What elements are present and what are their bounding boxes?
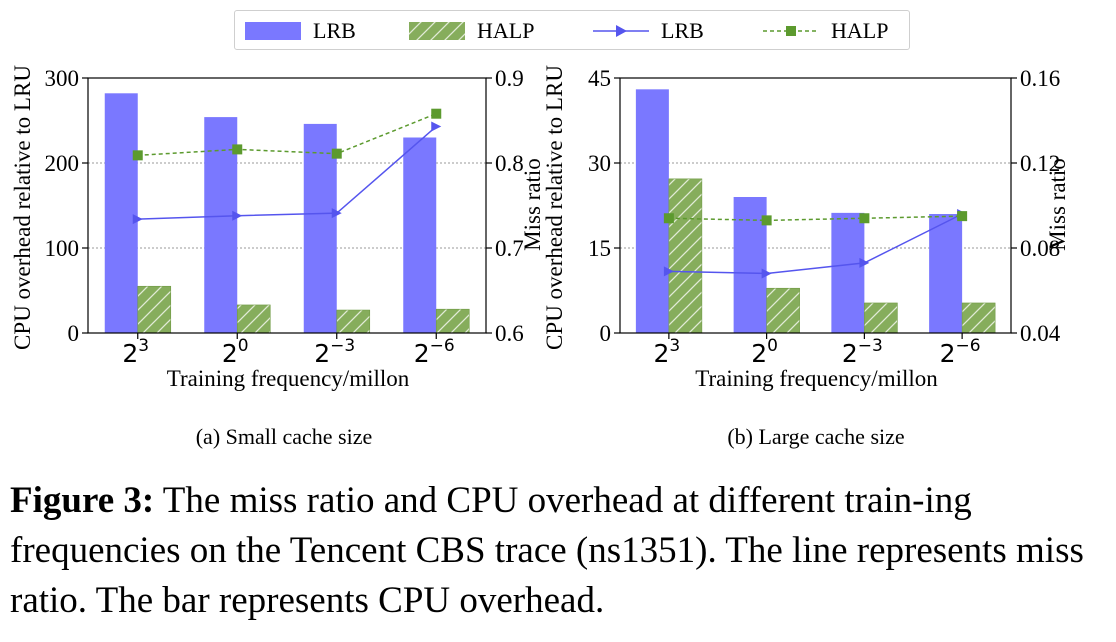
- legend: LRB HALP LRB HALP: [234, 10, 910, 50]
- marker-halp: [663, 213, 674, 224]
- y2-axis-label: Miss ratio: [1045, 158, 1070, 251]
- bar-halp: [864, 302, 898, 334]
- x-axis-label: Training frequency/millon: [695, 366, 938, 391]
- ytick-label: 300: [45, 66, 80, 91]
- xtick-label: 20: [751, 336, 778, 368]
- legend-swatch-halp-bar: [409, 22, 465, 40]
- ytick-label: 45: [588, 66, 611, 91]
- figure-caption-label: Figure 3:: [10, 480, 155, 521]
- xtick-label: 20: [222, 336, 249, 368]
- figure-caption: Figure 3: The miss ratio and CPU overhea…: [10, 476, 1110, 626]
- bar-halp: [435, 308, 470, 334]
- plot-frame: [87, 77, 487, 334]
- marker-lrb: [761, 268, 772, 279]
- y2tick-label: 0.04: [1020, 321, 1061, 346]
- legend-label: HALP: [831, 18, 889, 43]
- y2tick-label: 0.12: [1020, 151, 1060, 176]
- subcaption-a: (a) Small cache size: [195, 424, 373, 449]
- figure-caption-text: The miss ratio and CPU overhead at diffe…: [10, 480, 1084, 621]
- marker-halp: [859, 213, 870, 224]
- y-axis-label: CPU overhead relative to LRU: [10, 65, 35, 350]
- bar-lrb: [104, 93, 138, 333]
- marker-halp: [132, 150, 143, 161]
- xtick-label: 2−3: [842, 336, 883, 368]
- x-axis-label: Training frequency/millon: [167, 366, 410, 391]
- bar-halp: [961, 302, 996, 334]
- bar-lrb: [635, 89, 669, 333]
- marker-lrb: [132, 214, 143, 225]
- y2tick-label: 0.6: [495, 321, 524, 346]
- bar-halp: [336, 309, 371, 334]
- bar-halp: [766, 287, 800, 334]
- y2tick-label: 0.8: [495, 151, 524, 176]
- xtick-label: 23: [122, 336, 149, 368]
- legend-item-halp-bar: HALP: [409, 17, 534, 45]
- bar-lrb: [403, 137, 437, 333]
- xtick-label: 2−6: [940, 336, 981, 368]
- legend-swatch-lrb-line: [593, 25, 649, 37]
- ytick-label: 30: [588, 151, 611, 176]
- legend-label: HALP: [477, 18, 535, 43]
- marker-halp: [761, 215, 772, 226]
- ytick-label: 100: [45, 236, 80, 261]
- y2tick-label: 0.16: [1020, 66, 1060, 91]
- bar-lrb: [929, 214, 963, 333]
- line-lrb: [137, 125, 437, 220]
- bar-halp: [236, 304, 271, 334]
- plot-frame: [619, 77, 1012, 334]
- y-axis-label: CPU overhead relative to LRU: [542, 65, 567, 350]
- bar-halp: [668, 178, 703, 334]
- ytick-label: 200: [45, 151, 80, 176]
- panel-small-cache: 0 100 200 300 0.6 0.7 0.8 0.9 23 20 2−3 2−6Training…: [10, 65, 545, 391]
- marker-halp: [232, 144, 243, 155]
- legend-swatch-halp-line: [763, 26, 819, 36]
- marker-halp: [957, 211, 968, 222]
- legend-label: LRB: [661, 18, 704, 43]
- line-lrb: [668, 213, 963, 275]
- bar-halp: [137, 285, 172, 334]
- legend-label: LRB: [313, 18, 356, 43]
- xtick-label: 23: [654, 336, 681, 368]
- marker-lrb: [859, 257, 870, 268]
- ytick-label: 0: [600, 321, 612, 346]
- y2-axis-label: Miss ratio: [520, 158, 545, 251]
- legend-item-halp-line: HALP: [763, 17, 888, 45]
- bar-lrb: [204, 117, 238, 333]
- y2tick-label: 0.7: [495, 236, 524, 261]
- line-halp: [668, 215, 963, 222]
- legend-item-lrb-bar: LRB: [245, 17, 356, 45]
- panel-large-cache: 0 15 30 45 0.04 0.08 0.12 0.16 23 20 2−3 2−6Trainin…: [542, 65, 1070, 391]
- marker-lrb: [232, 210, 243, 221]
- y2tick-label: 0.08: [1020, 236, 1060, 261]
- marker-lrb: [663, 266, 674, 277]
- y2tick-label: 0.9: [495, 66, 524, 91]
- bar-lrb: [303, 123, 337, 334]
- marker-halp: [331, 148, 342, 159]
- xtick-label: 2−3: [314, 336, 355, 368]
- ytick-label: 15: [588, 236, 611, 261]
- bar-lrb: [831, 212, 865, 333]
- subcaption-b: (b) Large cache size: [727, 424, 905, 449]
- marker-lrb: [431, 121, 442, 132]
- ytick-label: 0: [68, 321, 80, 346]
- line-halp: [137, 113, 437, 157]
- marker-halp: [431, 108, 442, 119]
- xtick-label: 2−6: [414, 336, 455, 368]
- legend-item-lrb-line: LRB: [593, 17, 704, 45]
- legend-swatch-lrb-bar: [245, 22, 301, 40]
- marker-lrb: [331, 208, 342, 219]
